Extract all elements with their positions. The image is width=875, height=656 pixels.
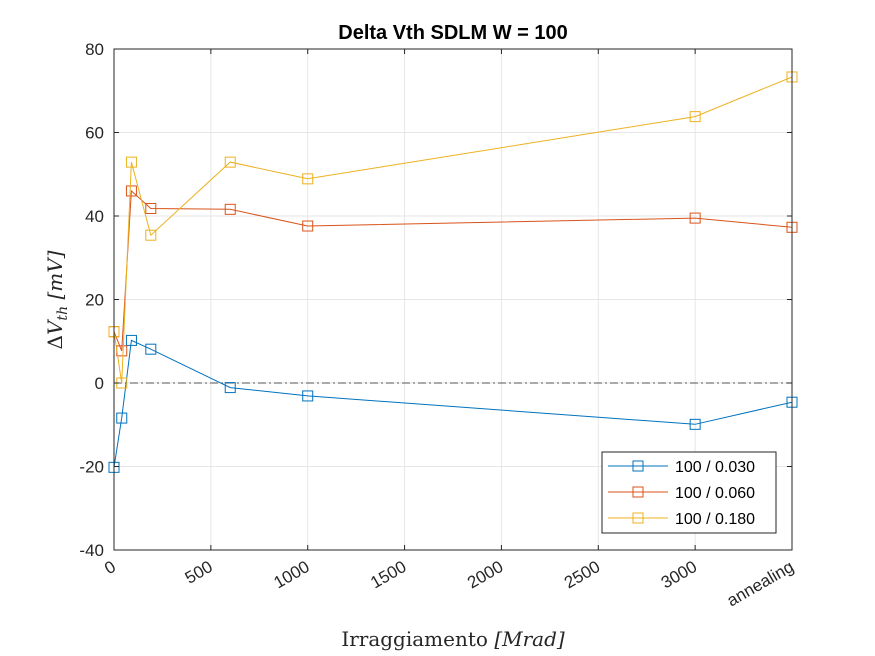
legend-item: 100 / 0.060 [608,485,755,502]
data-point [302,390,314,402]
y-axis-ticks: -40 -20 0 20 40 60 80 [79,40,792,560]
y-tick-label: -40 [79,541,104,560]
data-point [689,212,701,224]
series-line [113,189,793,352]
legend: 100 / 0.030 100 / 0.060 100 / 0.180 [601,451,777,534]
legend-marker [632,486,644,498]
legend-marker [632,460,644,472]
data-point [224,382,236,394]
x-axis-label-text: Irraggiamento [341,627,494,651]
legend-label: 100 / 0.030 [675,459,755,476]
y-tick-label: 60 [85,124,104,143]
data-point [125,334,137,346]
data-point [116,412,128,424]
legend-item: 100 / 0.180 [608,511,755,528]
data-point [689,111,701,123]
data-point [145,202,157,214]
y-tick-label: -20 [79,458,104,477]
data-point [302,173,314,185]
data-point [125,156,137,168]
legend-label: 100 / 0.060 [675,485,755,502]
legend-item: 100 / 0.030 [608,459,755,476]
series-line [113,76,793,384]
data-point [224,203,236,215]
y-tick-label: 40 [85,207,104,226]
y-axis-label: ΔVth [mV] [43,250,71,349]
data-point [145,229,157,241]
y-tick-label: 0 [95,374,104,393]
y-tick-label: 20 [85,291,104,310]
data-point [125,185,137,197]
data-point [302,220,314,232]
y-axis-label-sub: th [55,306,71,321]
chart-title: Delta Vth SDLM W = 100 [338,22,568,44]
legend-label: 100 / 0.180 [675,511,755,528]
legend-marker [632,512,644,524]
y-axis-label-var: V [43,318,67,335]
y-axis-label-delta: Δ [43,335,67,349]
x-axis-label: Irraggiamento [Mrad] [341,627,565,651]
y-axis-label-unit: [mV] [43,250,67,306]
x-axis-label-unit: [Mrad] [494,627,565,651]
data-point [689,418,701,430]
data-point [145,343,157,355]
data-point [224,156,236,168]
series-group [108,71,798,473]
y-tick-label: 80 [85,40,104,59]
series-line [113,339,793,468]
